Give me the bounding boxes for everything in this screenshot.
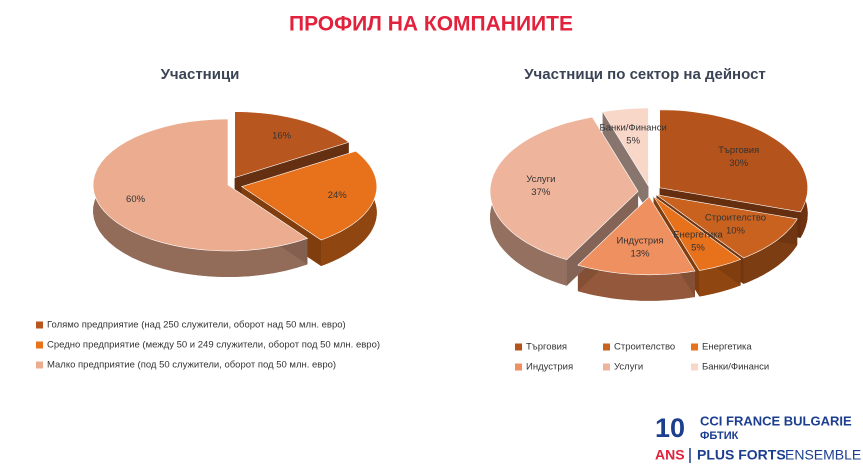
logo-line2: ФБТИК (700, 430, 739, 442)
slice (602, 107, 649, 188)
slice (489, 116, 639, 261)
legend-swatch (36, 321, 43, 329)
logo-line1: CCI FRANCE BULGARIE (700, 413, 852, 428)
slice (234, 111, 350, 179)
chart-title: Участници (161, 66, 240, 83)
legend-swatch (691, 363, 698, 371)
slice-value-label: 5% (626, 136, 640, 147)
legend-label: Голямо предприятие (над 250 служители, о… (47, 320, 346, 331)
slice-side (577, 265, 695, 301)
legend-label: Строителство (614, 342, 675, 353)
chart-title: Участници по сектор на дейност (524, 66, 766, 83)
slice-category-label: Банки/Финанси (600, 123, 667, 134)
legend-label: Енергетика (702, 342, 752, 353)
legend-label: Средно предприятие (между 50 и 249 служи… (47, 340, 380, 351)
logo-tagline1: PLUS FORTS (697, 447, 786, 463)
slice (656, 194, 798, 259)
slice-side (93, 119, 308, 277)
legend-swatch (691, 343, 698, 351)
legend-swatch (36, 361, 43, 369)
legend-swatch (36, 341, 43, 349)
slice-value-label: 37% (531, 187, 551, 198)
slice-value-label: 60% (126, 194, 146, 205)
slice-category-label: Строителство (705, 213, 766, 224)
legend-label: Търговия (526, 342, 567, 353)
legend-swatch (515, 363, 522, 371)
slice-category-label: Индустрия (616, 236, 663, 247)
legend-swatch (603, 343, 610, 351)
slice-value-label: 24% (328, 190, 348, 201)
slice (653, 196, 742, 271)
slice-value-label: 10% (726, 226, 746, 237)
logo-number: 10 (655, 413, 685, 443)
logo: 10 CCI FRANCE BULGARIE ФБТИК ANS PLUS FO… (655, 413, 861, 463)
slice-value-label: 13% (631, 249, 651, 260)
slice-value-label: 5% (691, 243, 705, 254)
legend-label: Банки/Финанси (702, 362, 769, 373)
slice (577, 196, 696, 276)
slice-category-label: Енергетика (673, 230, 723, 241)
page-title: ПРОФИЛ НА КОМПАНИИТЕ (289, 13, 573, 36)
slice (241, 150, 378, 241)
slice-value-label: 16% (272, 131, 292, 142)
legend-label: Малко предприятие (под 50 служители, обо… (47, 360, 336, 371)
logo-tagline2: ENSEMBLE (785, 447, 861, 463)
slice (92, 118, 309, 252)
legend-swatch (515, 343, 522, 351)
slice-value-label: 30% (729, 158, 749, 169)
slice-side (602, 111, 649, 213)
slice (659, 109, 809, 213)
legend-swatch (603, 363, 610, 371)
legend-label: Услуги (614, 362, 643, 373)
slice-category-label: Търговия (718, 145, 759, 156)
logo-ans: ANS (655, 447, 685, 463)
slice-category-label: Услуги (526, 174, 555, 185)
legend-label: Индустрия (526, 362, 573, 373)
